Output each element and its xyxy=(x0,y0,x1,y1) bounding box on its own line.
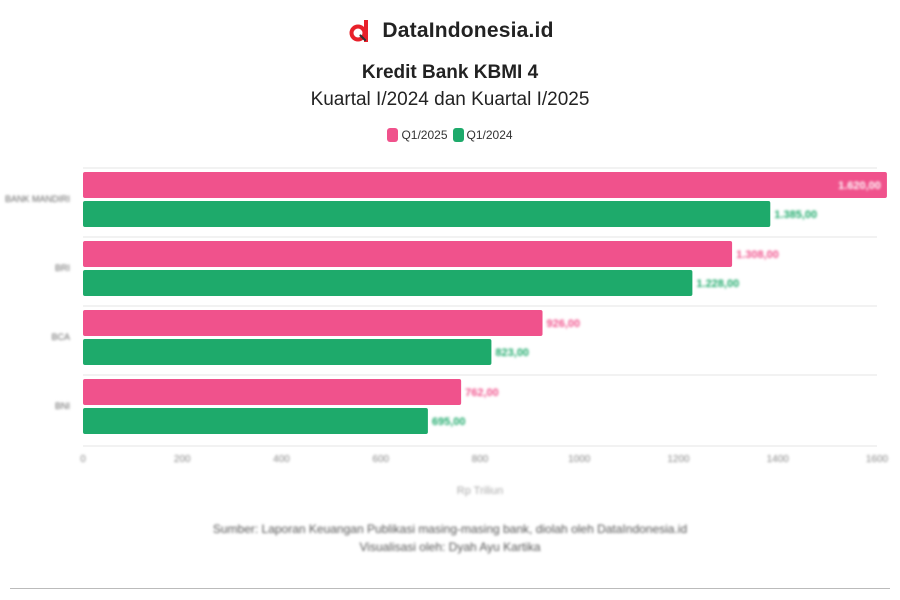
bar xyxy=(83,241,733,267)
legend-swatch-q1-2025 xyxy=(387,128,399,142)
bar xyxy=(83,339,492,365)
legend-label-q1-2025: Q1/2025 xyxy=(401,128,448,142)
data-label: 926,00 xyxy=(547,318,581,330)
x-tick-label: 1000 xyxy=(568,454,591,465)
category-label: BNI xyxy=(55,401,70,411)
bar xyxy=(83,408,428,434)
x-tick-label: 600 xyxy=(372,454,389,465)
category-label: BCA xyxy=(51,332,70,342)
legend-item-q1-2024[interactable]: Q1/2024 xyxy=(452,128,513,142)
bar-chart: 1.620,00 1.385,00 BANK MANDIRI 1.308,00 1.22… xyxy=(5,167,889,497)
source-note: Sumber: Laporan Keuangan Publikasi masin… xyxy=(0,520,900,556)
bar xyxy=(83,172,887,198)
bar xyxy=(83,270,693,296)
chart-title: Kredit Bank KBMI 4 xyxy=(361,62,539,83)
legend-label-q1-2024: Q1/2024 xyxy=(466,128,513,142)
bar xyxy=(83,201,771,227)
legend-swatch-q1-2024 xyxy=(452,128,464,142)
data-label: 1.308,00 xyxy=(736,249,779,261)
category-label: BANK MANDIRI xyxy=(5,194,70,204)
chart-subtitle: Kuartal I/2024 dan Kuartal I/2025 xyxy=(310,89,590,110)
chart-legend: Q1/2025 Q1/2024 xyxy=(0,128,900,142)
credit-line: Visualisasi oleh: Dyah Ayu Kartika xyxy=(359,540,541,554)
data-label: 1.620,00 xyxy=(838,180,881,192)
data-label: 1.385,00 xyxy=(774,209,817,221)
brand-name: DataIndonesia.id xyxy=(382,19,554,42)
data-label: 695,00 xyxy=(432,416,466,428)
legend-item-q1-2025[interactable]: Q1/2025 xyxy=(387,128,448,142)
x-tick-label: 1600 xyxy=(866,454,889,465)
x-tick-label: 400 xyxy=(273,454,290,465)
x-tick-label: 1200 xyxy=(667,454,690,465)
brand-header: DataIndonesia.id xyxy=(0,18,900,44)
bar xyxy=(83,379,462,405)
x-axis-title: Rp Triliun xyxy=(457,485,503,497)
bar xyxy=(83,310,543,336)
source-line: Sumber: Laporan Keuangan Publikasi masin… xyxy=(212,522,688,536)
x-tick-label: 1400 xyxy=(767,454,790,465)
category-label: BRI xyxy=(55,263,70,273)
x-tick-label: 0 xyxy=(80,454,86,465)
footer-divider xyxy=(10,588,890,589)
data-label: 762,00 xyxy=(465,387,499,399)
data-label: 823,00 xyxy=(495,347,529,359)
data-label: 1.228,00 xyxy=(696,278,739,290)
x-tick-label: 800 xyxy=(472,454,489,465)
x-tick-label: 200 xyxy=(174,454,191,465)
dataindonesia-logo-icon xyxy=(349,20,369,42)
